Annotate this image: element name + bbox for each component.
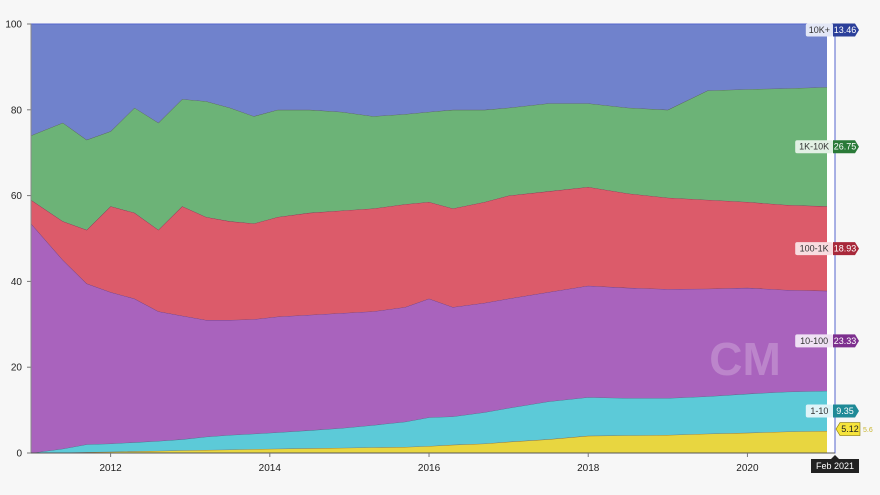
series-label-100-1K: 100-1K 18.93 — [795, 242, 859, 256]
series-name: 10K+ — [809, 25, 830, 35]
cursor-badge — [811, 455, 859, 473]
series-name: 10-100 — [800, 336, 828, 346]
area-10K+ — [31, 24, 827, 140]
y-tick-label: 80 — [11, 105, 23, 116]
series-name: 100-1K — [800, 244, 829, 254]
x-tick-label: 2012 — [99, 463, 122, 474]
cursor-date: Feb 2021 — [816, 461, 854, 471]
watermark: CM — [709, 333, 781, 385]
series-value-bg — [833, 404, 859, 418]
series-value-bg — [833, 334, 859, 348]
cursor: Feb 2021 — [811, 455, 859, 473]
series-value-bg — [835, 422, 861, 436]
series-value: 18.93 — [834, 244, 857, 254]
series-name-bg — [795, 140, 833, 154]
y-tick-label: 100 — [5, 20, 22, 31]
series-name: 1-10 — [810, 406, 828, 416]
x-axis: 2012 2014 2016 2018 2020 — [31, 452, 835, 474]
series-label-10K+: 10K+ 13.46 — [805, 23, 859, 37]
area-layer — [30, 23, 836, 454]
series-name-bg — [795, 242, 833, 256]
series-value: 9.35 — [836, 406, 854, 416]
x-tick-label: 2016 — [418, 463, 441, 474]
series-name-bg — [805, 404, 833, 418]
watermark-text: CM — [709, 333, 781, 385]
y-axis: 0 20 40 60 80 100 — [5, 20, 32, 460]
series-value: 26.75 — [834, 142, 857, 152]
area-100-1K — [31, 187, 827, 320]
y-tick-label: 60 — [11, 191, 23, 202]
area-1-10 — [31, 390, 827, 453]
x-tick-label: 2014 — [259, 463, 282, 474]
series-value-bg — [833, 140, 859, 154]
series-value-bg — [833, 242, 859, 256]
series-label-1-10: 1-10 9.35 — [805, 404, 859, 418]
series-value-bg — [833, 23, 859, 37]
series-label-10-100: 10-100 23.33 — [795, 334, 859, 348]
series-label-1K-10K: 1K-10K 26.75 — [795, 140, 859, 154]
x-tick-label: 2020 — [736, 463, 759, 474]
series-labels: 5.12 5.6 1-10 9.35 10-100 23.33 100-1K 18.93 1K-… — [795, 23, 873, 436]
area-0-1 — [31, 431, 827, 453]
series-value: 23.33 — [834, 336, 857, 346]
x-tick-label: 2018 — [577, 463, 600, 474]
y-tick-label: 20 — [11, 363, 23, 374]
y-tick-label: 40 — [11, 277, 23, 288]
series-extra-value: 5.6 — [863, 427, 873, 434]
series-label-0-1: 5.12 5.6 — [835, 422, 873, 436]
area-1K-10K — [31, 87, 827, 230]
series-name-bg — [795, 334, 833, 348]
series-name-bg — [805, 23, 833, 37]
series-value: 13.46 — [834, 25, 857, 35]
series-name: 1K-10K — [799, 142, 829, 152]
y-tick-label: 0 — [16, 449, 22, 460]
series-value: 5.12 — [841, 424, 859, 434]
area-10-100 — [31, 223, 827, 453]
